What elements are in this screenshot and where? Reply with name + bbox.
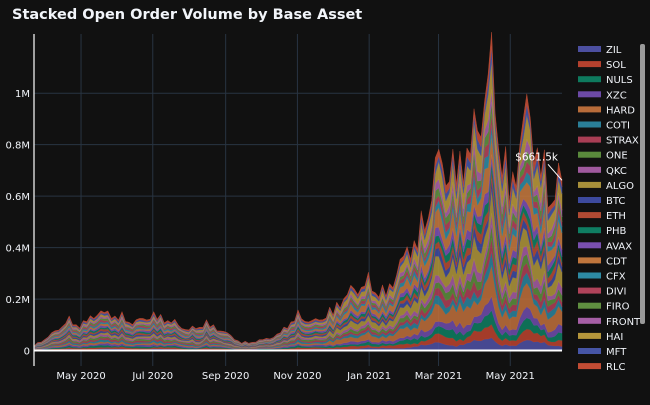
annotation-arrow (547, 163, 563, 181)
legend-label: SOL (606, 60, 626, 71)
legend-label: FRONT (606, 317, 641, 328)
legend-label: HARD (606, 105, 635, 116)
legend-label: ZIL (606, 45, 622, 56)
legend-label: CFX (606, 272, 626, 283)
legend-label: RLC (606, 362, 626, 373)
legend-label: ETH (606, 211, 626, 222)
legend-item-firo[interactable]: FIRO (578, 302, 630, 313)
legend-label: FIRO (606, 302, 630, 313)
legend-item-zil[interactable]: ZIL (578, 45, 622, 56)
legend-swatch (578, 76, 601, 83)
legend-item-one[interactable]: ONE (578, 151, 628, 162)
legend-swatch (578, 317, 601, 324)
area-series-rlc[interactable] (33, 32, 563, 347)
x-tick-label: Sep 2020 (202, 371, 249, 382)
legend-item-cfx[interactable]: CFX (578, 272, 626, 283)
y-tick-label: 0.4M (5, 244, 30, 255)
legend-swatch (578, 181, 601, 188)
legend-swatch (578, 91, 601, 98)
y-tick-label: 1M (15, 89, 30, 100)
legend-label: BTC (606, 196, 625, 207)
legend-item-sol[interactable]: SOL (578, 60, 626, 71)
legend-item-mft[interactable]: MFT (578, 347, 627, 358)
legend-swatch (578, 242, 601, 249)
legend-label: ONE (606, 151, 628, 162)
x-tick-label: Nov 2020 (273, 371, 321, 382)
legend-item-cdt[interactable]: CDT (578, 256, 628, 267)
legend-swatch (578, 332, 601, 339)
legend-item-nuls[interactable]: NULS (578, 75, 633, 86)
legend-item-rlc[interactable]: RLC (578, 362, 626, 373)
legend-item-front[interactable]: FRONT (578, 317, 641, 328)
x-tick-label: Jul 2020 (131, 371, 173, 382)
legend-label: PHB (606, 226, 627, 237)
legend-swatch (578, 121, 601, 128)
legend-label: NULS (606, 75, 633, 86)
legend-item-hai[interactable]: HAI (578, 332, 623, 343)
legend-swatch (578, 348, 601, 354)
annotation-label: $661.5k (515, 151, 559, 163)
x-tick-label: Jan 2021 (346, 371, 391, 382)
axis-layer: 0 0.2M 0.4M 0.6M 0.8M 1M May 2020 Jul 2020 Sep 2… (5, 34, 562, 382)
x-tick-label: May 2021 (486, 371, 535, 382)
legend-swatch (578, 151, 601, 158)
legend-swatch (578, 287, 601, 294)
legend-label: HAI (606, 332, 623, 343)
legend-swatch (578, 61, 601, 68)
legend-swatch (578, 197, 601, 203)
legend-item-avax[interactable]: AVAX (578, 241, 632, 252)
legend-label: COTI (606, 121, 630, 132)
legend-swatch (578, 46, 601, 52)
legend-item-eth[interactable]: ETH (578, 211, 626, 222)
annotation-layer: $661.5k (515, 151, 563, 181)
legend-swatch (578, 227, 601, 234)
legend-swatch (578, 257, 601, 264)
legend-swatch (578, 212, 601, 219)
y-tick-label: 0.6M (5, 192, 30, 203)
legend-scrollbar[interactable] (640, 44, 645, 324)
legend-label: AVAX (606, 241, 632, 252)
legend-swatch (578, 363, 601, 370)
area-layer (33, 32, 563, 351)
legend-swatch (578, 136, 601, 143)
legend-label: ALGO (606, 181, 634, 192)
legend-item-strax[interactable]: STRAX (578, 136, 639, 147)
legend-item-coti[interactable]: COTI (578, 121, 630, 132)
legend-label: STRAX (606, 136, 639, 147)
legend-item-xzc[interactable]: XZC (578, 90, 627, 101)
y-tick-label: 0 (24, 347, 30, 358)
legend-item-qkc[interactable]: QKC (578, 166, 627, 177)
legend-swatch (578, 106, 601, 113)
legend-swatch (578, 302, 601, 309)
legend-swatch (578, 166, 601, 173)
legend-label: XZC (606, 90, 627, 101)
legend-item-hard[interactable]: HARD (578, 105, 635, 116)
legend-item-algo[interactable]: ALGO (578, 181, 634, 192)
x-tick-label: May 2020 (56, 371, 105, 382)
legend-label: DIVI (606, 287, 626, 298)
legend[interactable]: ZIL SOL NULS XZC HARD COTI STRAX ONE QKC ALGO BTC E… (578, 45, 641, 373)
y-tick-label: 0.8M (5, 141, 30, 152)
legend-item-phb[interactable]: PHB (578, 226, 627, 237)
legend-label: QKC (606, 166, 627, 177)
legend-item-divi[interactable]: DIVI (578, 287, 626, 298)
y-tick-label: 0.2M (5, 295, 30, 306)
legend-item-btc[interactable]: BTC (578, 196, 625, 207)
x-tick-label: Mar 2021 (415, 371, 463, 382)
chart-title: Stacked Open Order Volume by Base Asset (12, 7, 362, 23)
legend-label: MFT (606, 347, 627, 358)
legend-swatch (578, 272, 601, 279)
legend-label: CDT (606, 256, 628, 267)
